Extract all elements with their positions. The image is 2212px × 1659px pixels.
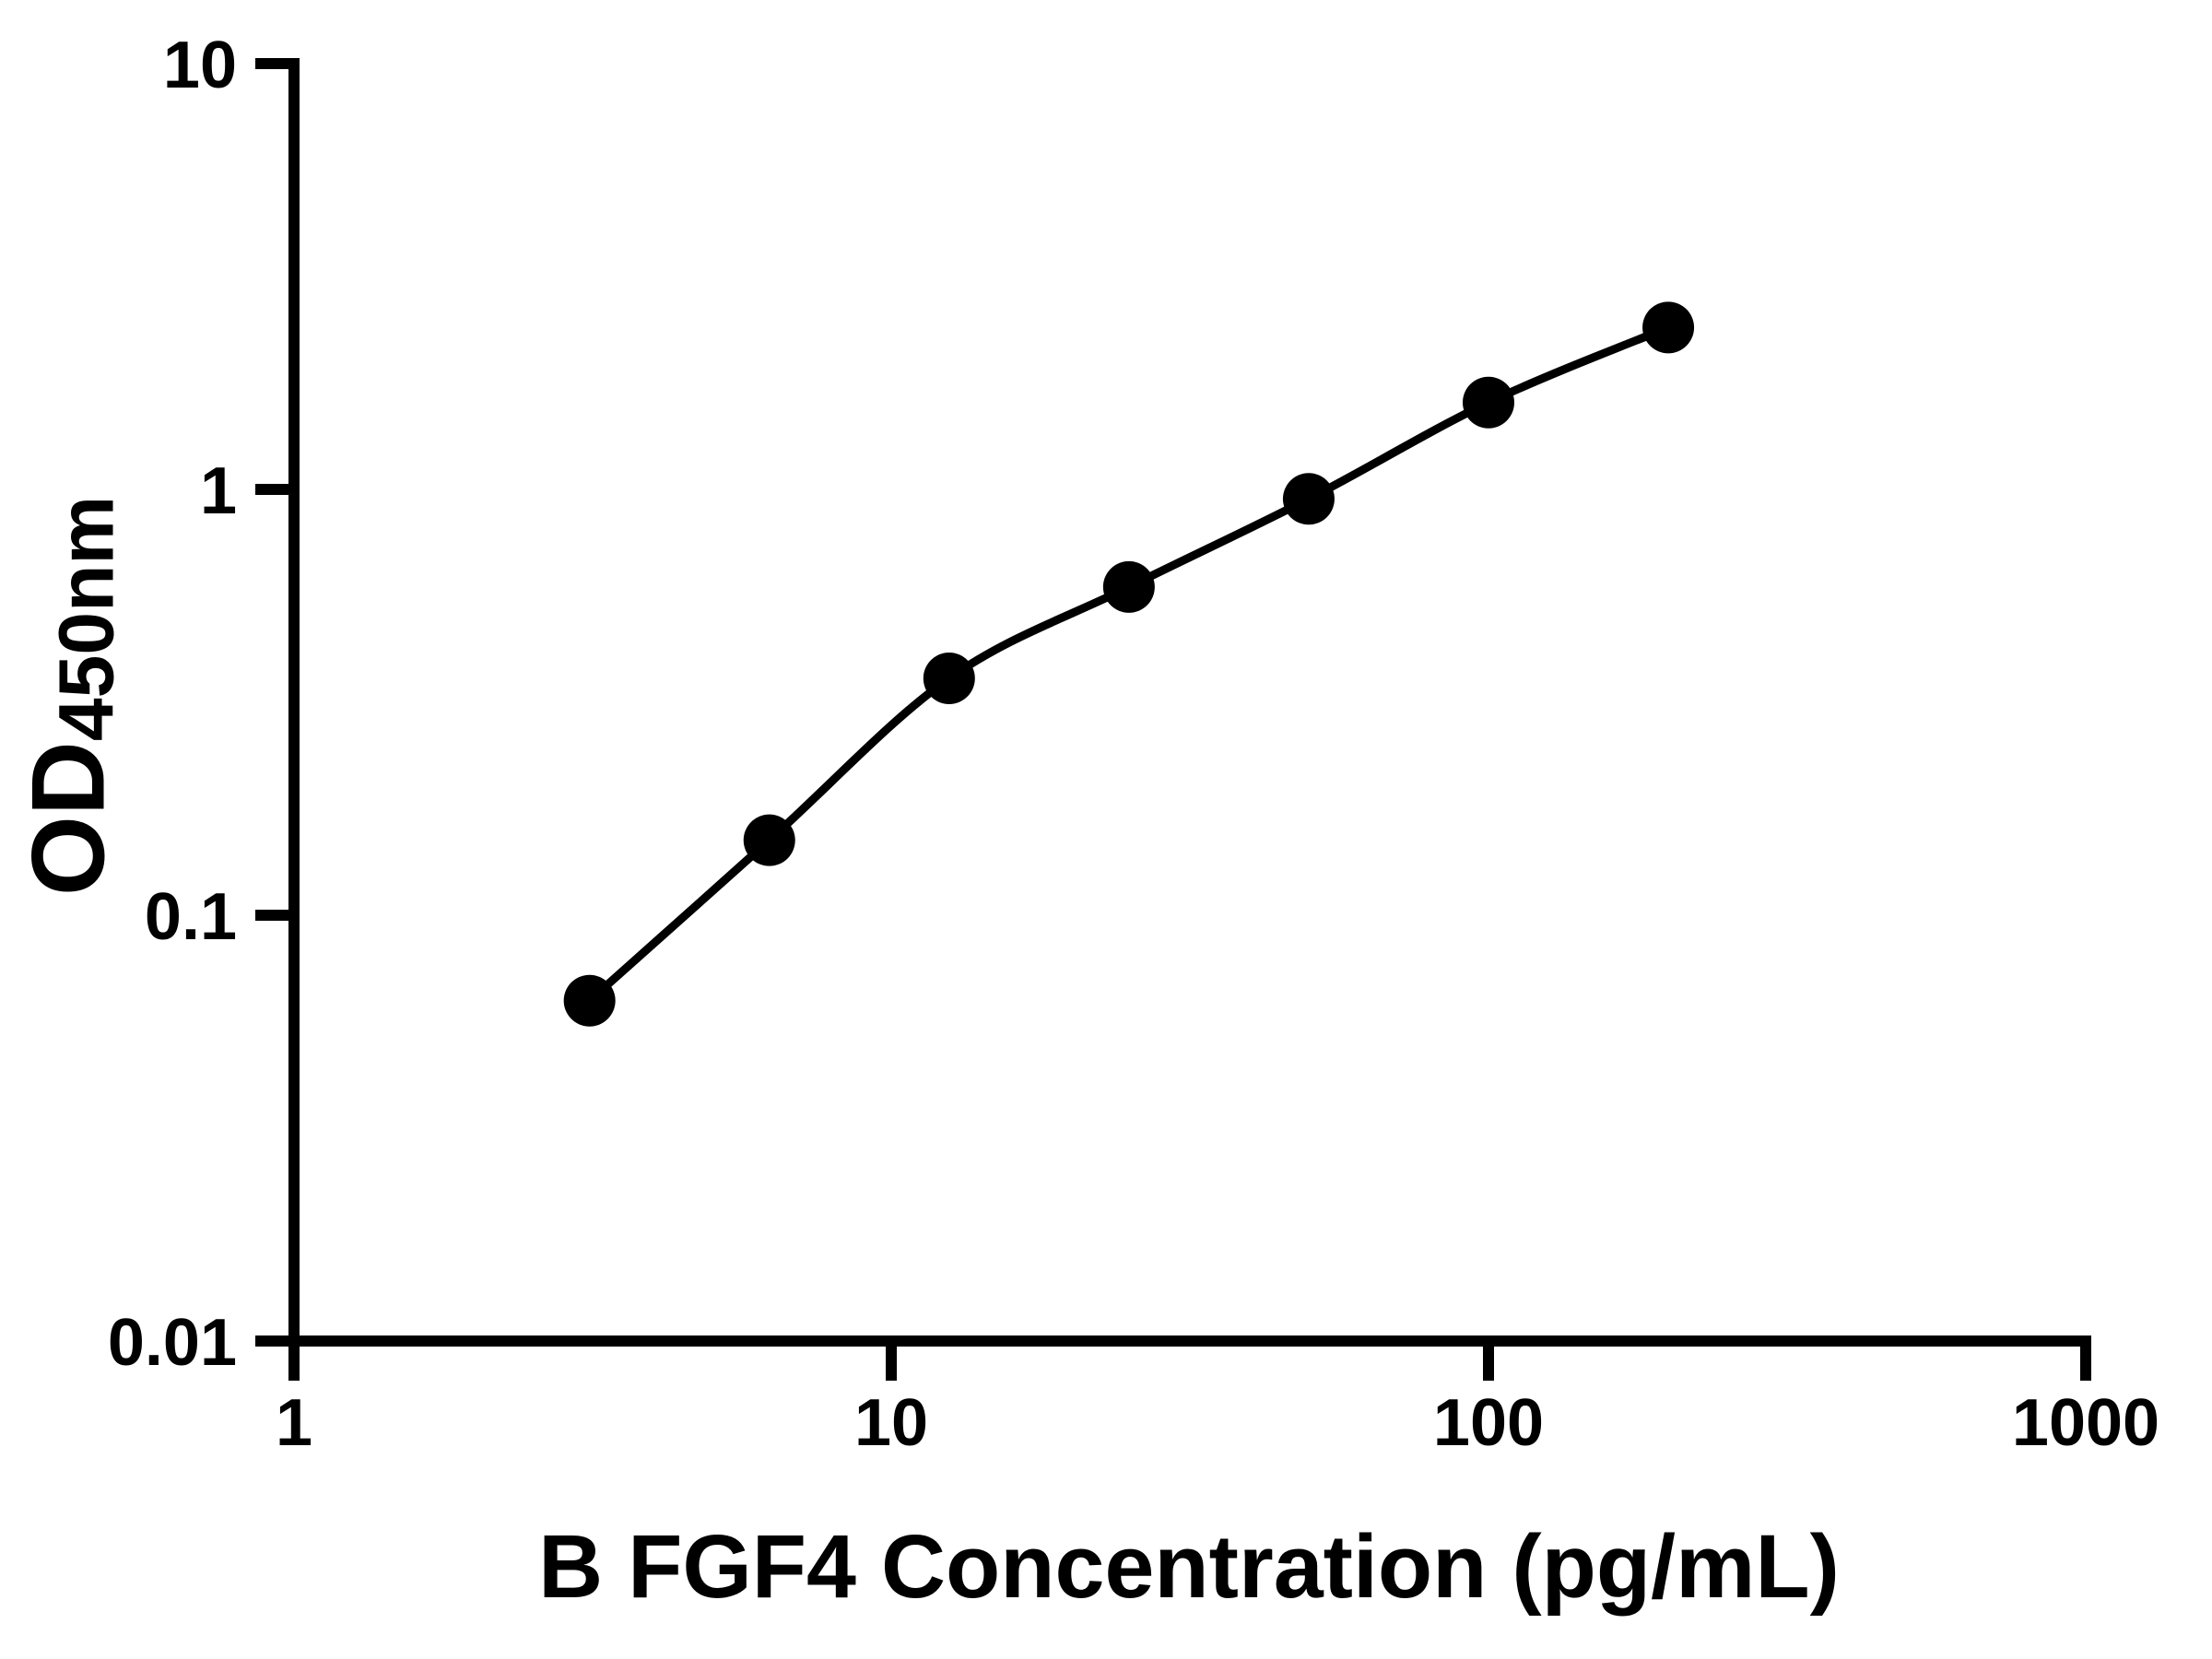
data-point — [1282, 473, 1335, 525]
y-axis-title-main: OD — [10, 741, 126, 897]
x-tick-label: 1000 — [2011, 1386, 2160, 1460]
y-axis-title-subscript: 450nm — [42, 495, 130, 742]
x-axis-title: B FGF4 Concentration (pg/mL) — [538, 1516, 1840, 1617]
data-point — [1463, 376, 1514, 429]
y-axis-title: OD450nm — [11, 495, 138, 896]
x-tick-label: 100 — [1432, 1386, 1545, 1460]
data-point — [563, 974, 616, 1027]
x-tick-label: 10 — [853, 1386, 929, 1460]
x-tick-label: 1 — [275, 1386, 313, 1460]
fit-curve — [586, 324, 1670, 1005]
data-point — [1642, 301, 1695, 354]
y-tick-label: 1 — [199, 454, 237, 528]
data-point — [923, 652, 975, 704]
data-point — [743, 814, 795, 866]
data-point — [1102, 560, 1155, 613]
y-tick-label: 0.1 — [144, 880, 237, 954]
y-tick-label: 0.01 — [107, 1306, 237, 1380]
y-tick-label: 10 — [162, 29, 237, 102]
